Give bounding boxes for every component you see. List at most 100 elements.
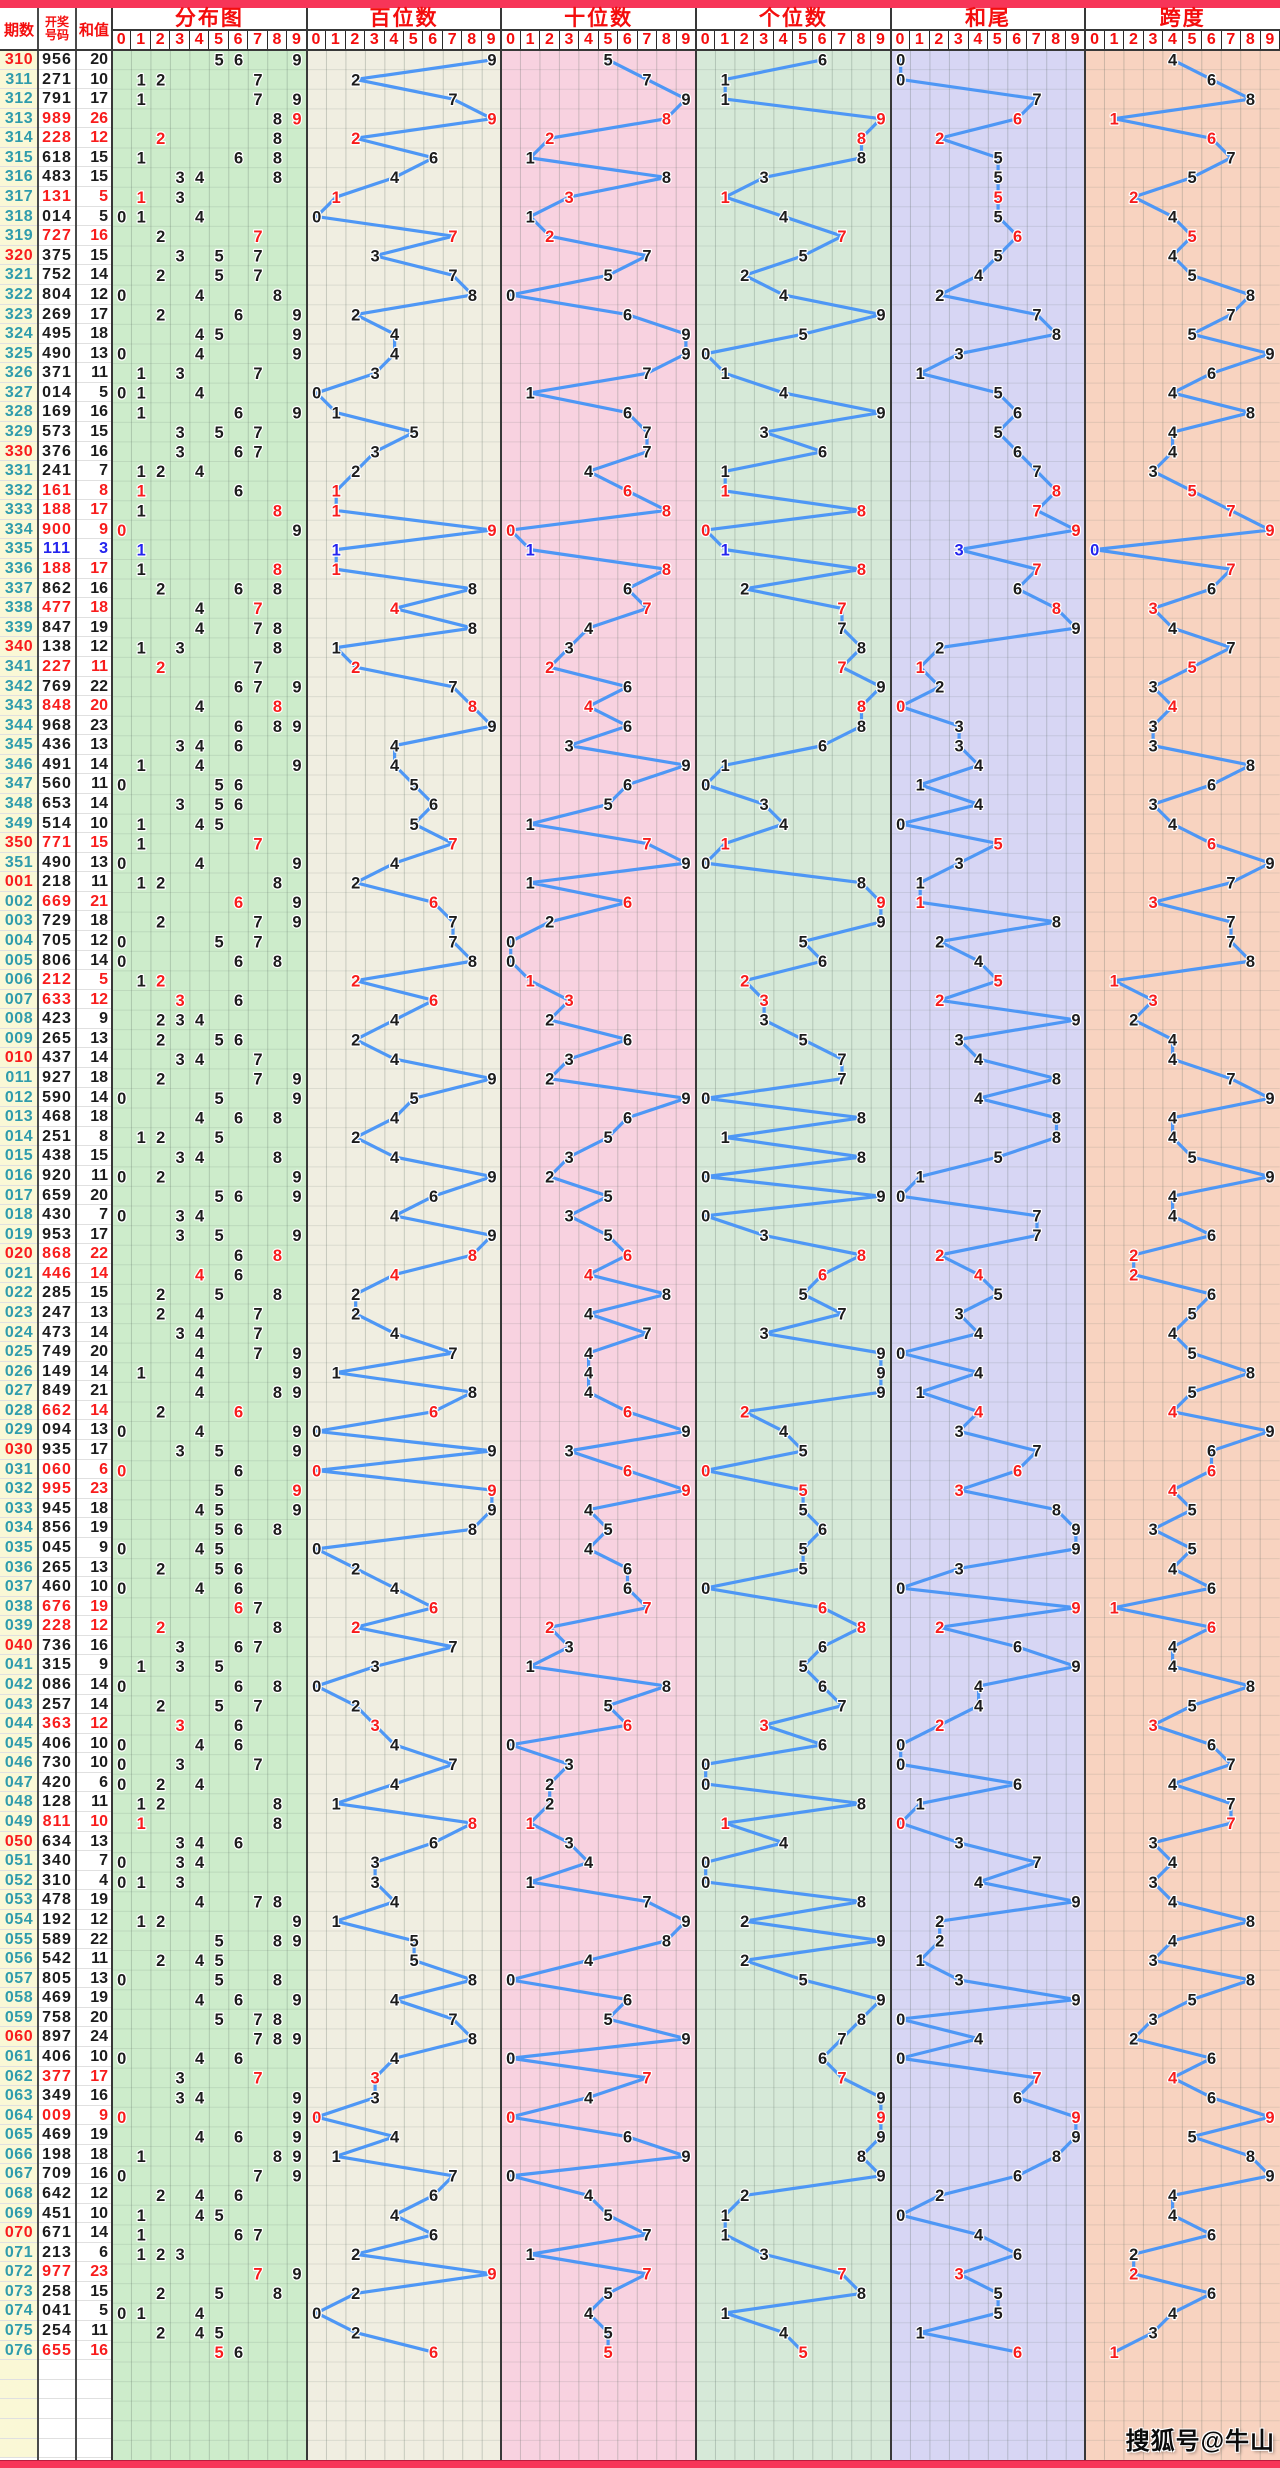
- digit-label: 9: [292, 679, 301, 697]
- number-cell: 769: [42, 677, 72, 695]
- number-cell: 752: [42, 266, 72, 284]
- number-cell: 161: [42, 481, 72, 499]
- value-label: 3: [565, 1639, 574, 1657]
- table-row: 047 420 6: [0, 1772, 112, 1793]
- value-label: 4: [390, 1991, 400, 2009]
- digit-label: 0: [117, 1678, 126, 1696]
- digit-label: 5: [214, 1521, 223, 1539]
- digit-label: 3: [176, 1854, 185, 1872]
- sum-cell: 14: [90, 1695, 108, 1713]
- digit-label: 1: [137, 2246, 146, 2264]
- digit-label: 7: [253, 1756, 262, 1774]
- value-label: 7: [837, 2070, 846, 2088]
- value-label: 8: [1246, 1913, 1255, 1931]
- sum-cell: 14: [90, 794, 108, 812]
- value-label: 7: [643, 71, 652, 89]
- sum-cell: 7: [99, 1206, 108, 1224]
- value-label: 0: [506, 2168, 515, 2186]
- value-label: 4: [584, 2305, 594, 2323]
- number-cell: 251: [42, 1127, 72, 1145]
- value-label: 7: [1227, 502, 1236, 520]
- value-label: 7: [643, 365, 652, 383]
- table-row: 042 086 14: [0, 1674, 112, 1695]
- digit-label: 8: [273, 698, 282, 716]
- digit-label: 6: [234, 444, 243, 462]
- digit-label: 7: [253, 659, 262, 677]
- value-label: 8: [662, 169, 671, 187]
- value-label: 6: [1207, 1462, 1216, 1480]
- value-label: 1: [721, 71, 730, 89]
- value-label: 0: [896, 816, 905, 834]
- table-row: 006 212 5: [0, 970, 112, 990]
- value-label: 3: [954, 855, 963, 873]
- value-label: 1: [1110, 2344, 1119, 2362]
- value-label: 5: [993, 1286, 1002, 1304]
- value-label: 4: [1168, 1854, 1178, 1872]
- digit-header-cell: 6: [1007, 30, 1027, 50]
- table-row: 321 752 14: [0, 265, 112, 285]
- table-row: 054 192 12: [0, 1909, 112, 1930]
- value-label: 0: [701, 522, 710, 540]
- number-cell: 709: [42, 2165, 72, 2183]
- digit-header-cell: 1: [715, 30, 735, 50]
- value-label: 9: [1266, 1090, 1275, 1108]
- digit-label: 1: [137, 365, 146, 383]
- value-label: 9: [682, 1913, 691, 1931]
- value-label: 1: [915, 1384, 924, 1402]
- digit-label: 7: [253, 1306, 262, 1324]
- digit-label: 4: [195, 1266, 205, 1284]
- value-label: 3: [1149, 1521, 1158, 1539]
- value-label: 6: [1207, 2285, 1216, 2303]
- value-label: 5: [798, 1972, 807, 1990]
- table-row: 343 848 20: [0, 696, 112, 716]
- table-row: 316 483 15: [0, 167, 112, 188]
- value-label: 2: [935, 2187, 944, 2205]
- value-label: 5: [409, 777, 418, 795]
- sum-cell: 4: [99, 1871, 108, 1889]
- digit-label: 9: [292, 2089, 301, 2107]
- table-row: 031 060 6: [0, 1459, 112, 1480]
- number-cell: 192: [42, 1910, 72, 1928]
- table-row: 011 927 18: [0, 1068, 112, 1088]
- value-label: 0: [896, 71, 905, 89]
- value-label: 7: [1032, 1208, 1041, 1226]
- value-label: 1: [1110, 1599, 1119, 1617]
- digit-header-cell: 5: [793, 30, 813, 50]
- value-label: 0: [701, 855, 710, 873]
- period-cell: 030: [0, 1440, 38, 1459]
- digit-label: 6: [234, 1188, 243, 1206]
- period-cell: 042: [0, 1674, 38, 1694]
- panel-border: [111, 8, 113, 2460]
- digit-label: 4: [195, 757, 205, 775]
- sum-cell: 12: [90, 285, 108, 303]
- table-row: 319 727 16: [0, 226, 112, 246]
- number-cell: 634: [42, 1832, 72, 1850]
- number-cell: 086: [42, 1675, 72, 1693]
- value-label: 8: [662, 1678, 671, 1696]
- value-label: 6: [429, 2226, 438, 2244]
- value-label: 6: [1013, 444, 1022, 462]
- digit-header-cell: 0: [696, 30, 716, 50]
- value-label: 0: [701, 1854, 710, 1872]
- value-label: 1: [915, 777, 924, 795]
- digit-label: 9: [292, 1188, 301, 1206]
- value-label: 8: [1052, 1070, 1061, 1088]
- digit-label: 6: [234, 1110, 243, 1128]
- value-label: 3: [954, 1560, 963, 1578]
- value-label: 8: [857, 2148, 866, 2166]
- digit-label: 8: [273, 1110, 282, 1128]
- value-label: 4: [390, 326, 400, 344]
- table-row: 326 371 11: [0, 363, 112, 383]
- sum-cell: 19: [90, 2126, 108, 2144]
- value-label: 9: [682, 1423, 691, 1441]
- number-cell: 560: [42, 775, 72, 793]
- period-cell: 031: [0, 1459, 38, 1479]
- value-label: 5: [993, 385, 1002, 403]
- digit-label: 3: [176, 1208, 185, 1226]
- value-label: 6: [818, 737, 827, 755]
- digit-label: 3: [176, 1012, 185, 1030]
- value-label: 4: [974, 1325, 984, 1343]
- number-cell: 363: [42, 1715, 72, 1733]
- value-label: 0: [506, 1972, 515, 1990]
- table-row: 334 900 9: [0, 519, 112, 540]
